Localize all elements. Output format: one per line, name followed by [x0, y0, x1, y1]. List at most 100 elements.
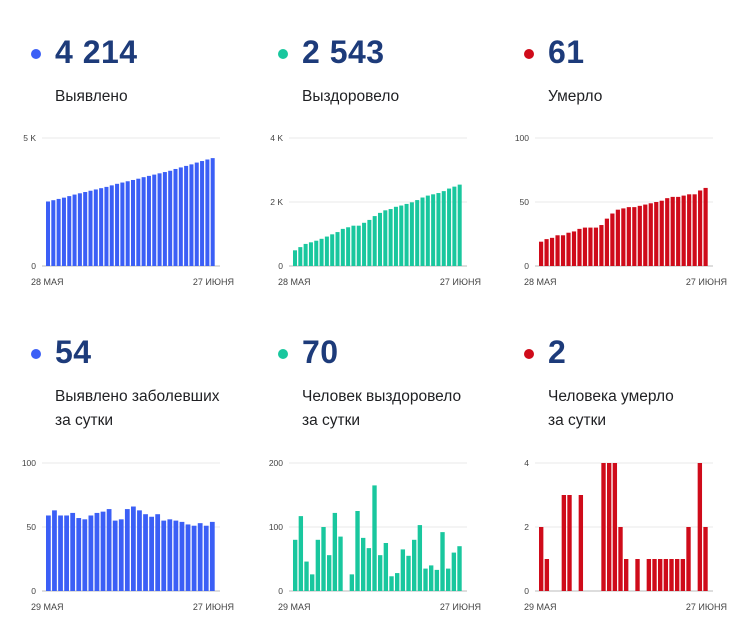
bar [167, 519, 173, 591]
bar [615, 209, 620, 266]
bar [298, 247, 303, 266]
bar [452, 186, 457, 266]
stat-label: Выздоровело [302, 88, 400, 105]
bar [561, 495, 567, 591]
cumulative-deaths-chart: 0 50 100 28 МАЯ 27 ИЮНЯ [515, 133, 727, 287]
y-tick-label: 0 [278, 261, 283, 271]
bar [571, 231, 577, 266]
bar [451, 552, 457, 591]
bar [658, 559, 663, 591]
daily-deaths-chart: 0 2 4 29 МАЯ 27 ИЮНЯ [524, 458, 727, 612]
bar [335, 232, 340, 266]
stat-value: 4 214 [55, 34, 138, 70]
bar [681, 195, 686, 266]
x-start-label: 29 МАЯ [524, 602, 557, 612]
y-tick-label: 50 [520, 197, 530, 207]
bar [372, 216, 377, 266]
bar [346, 227, 351, 266]
daily-recovered-chart: 0 100 200 29 МАЯ 27 ИЮНЯ [269, 458, 481, 612]
bar [104, 186, 109, 266]
stat-value: 54 [55, 334, 92, 370]
bar [141, 177, 146, 266]
bar [393, 206, 398, 266]
bar [327, 555, 332, 591]
bar [88, 515, 94, 591]
bar [669, 559, 674, 591]
bar [539, 241, 544, 266]
bar [137, 510, 142, 591]
bar [409, 202, 414, 266]
bar [314, 240, 319, 266]
stat-value: 61 [548, 34, 585, 70]
bar [303, 243, 308, 266]
bar [131, 179, 136, 266]
bar [155, 514, 161, 591]
bar [663, 559, 669, 591]
bar [412, 539, 417, 591]
bar [560, 235, 566, 266]
bar [67, 196, 72, 266]
bar [618, 527, 623, 591]
bar [686, 527, 691, 591]
red-dot-icon [524, 349, 534, 359]
bar [457, 184, 462, 266]
bar [378, 212, 383, 266]
bar [362, 222, 367, 266]
bar [436, 193, 441, 266]
bar [56, 198, 61, 266]
bar [293, 250, 298, 266]
stat-label: Человек выздоровело за сутки [302, 388, 462, 429]
bar [205, 159, 210, 266]
bar [417, 525, 423, 591]
bar [51, 200, 56, 266]
bar [680, 559, 686, 591]
bar [99, 188, 104, 266]
bar [643, 204, 648, 266]
bar [539, 527, 544, 591]
x-end-label: 27 ИЮНЯ [440, 277, 481, 287]
bar [578, 495, 584, 591]
bar [70, 512, 76, 591]
y-tick-label: 2 [524, 522, 529, 532]
bar [389, 576, 394, 591]
bar [635, 559, 640, 591]
bar [118, 519, 124, 591]
bar [406, 555, 411, 591]
bar [61, 197, 66, 266]
bar [100, 511, 106, 591]
bar [168, 170, 173, 266]
y-tick-label: 100 [269, 522, 283, 532]
y-tick-label: 0 [524, 261, 529, 271]
y-tick-label: 0 [524, 586, 529, 596]
bar [308, 242, 313, 266]
bar [200, 161, 205, 266]
bar [415, 200, 420, 266]
stat-label: Выявлено [55, 88, 128, 105]
bar [601, 463, 606, 591]
y-tick-label: 4 [524, 458, 529, 468]
bar [149, 516, 154, 591]
bar [549, 237, 555, 266]
bar [654, 202, 659, 266]
bar [161, 520, 167, 591]
green-dot-icon [278, 349, 288, 359]
bar [577, 228, 582, 266]
y-tick-label: 2 K [270, 197, 283, 207]
x-end-label: 27 ИЮНЯ [440, 602, 481, 612]
bar [637, 205, 642, 266]
bar [112, 520, 118, 591]
bar [604, 218, 609, 266]
bar [648, 203, 653, 266]
bar [349, 574, 355, 591]
bar [431, 194, 436, 266]
bar [425, 195, 430, 266]
x-start-label: 29 МАЯ [31, 602, 64, 612]
bar [185, 524, 191, 591]
bar [544, 559, 550, 591]
bar [567, 495, 572, 591]
bar [179, 521, 185, 591]
bar [447, 188, 452, 266]
y-tick-label: 0 [31, 261, 36, 271]
x-start-label: 29 МАЯ [278, 602, 311, 612]
bar [670, 196, 675, 266]
